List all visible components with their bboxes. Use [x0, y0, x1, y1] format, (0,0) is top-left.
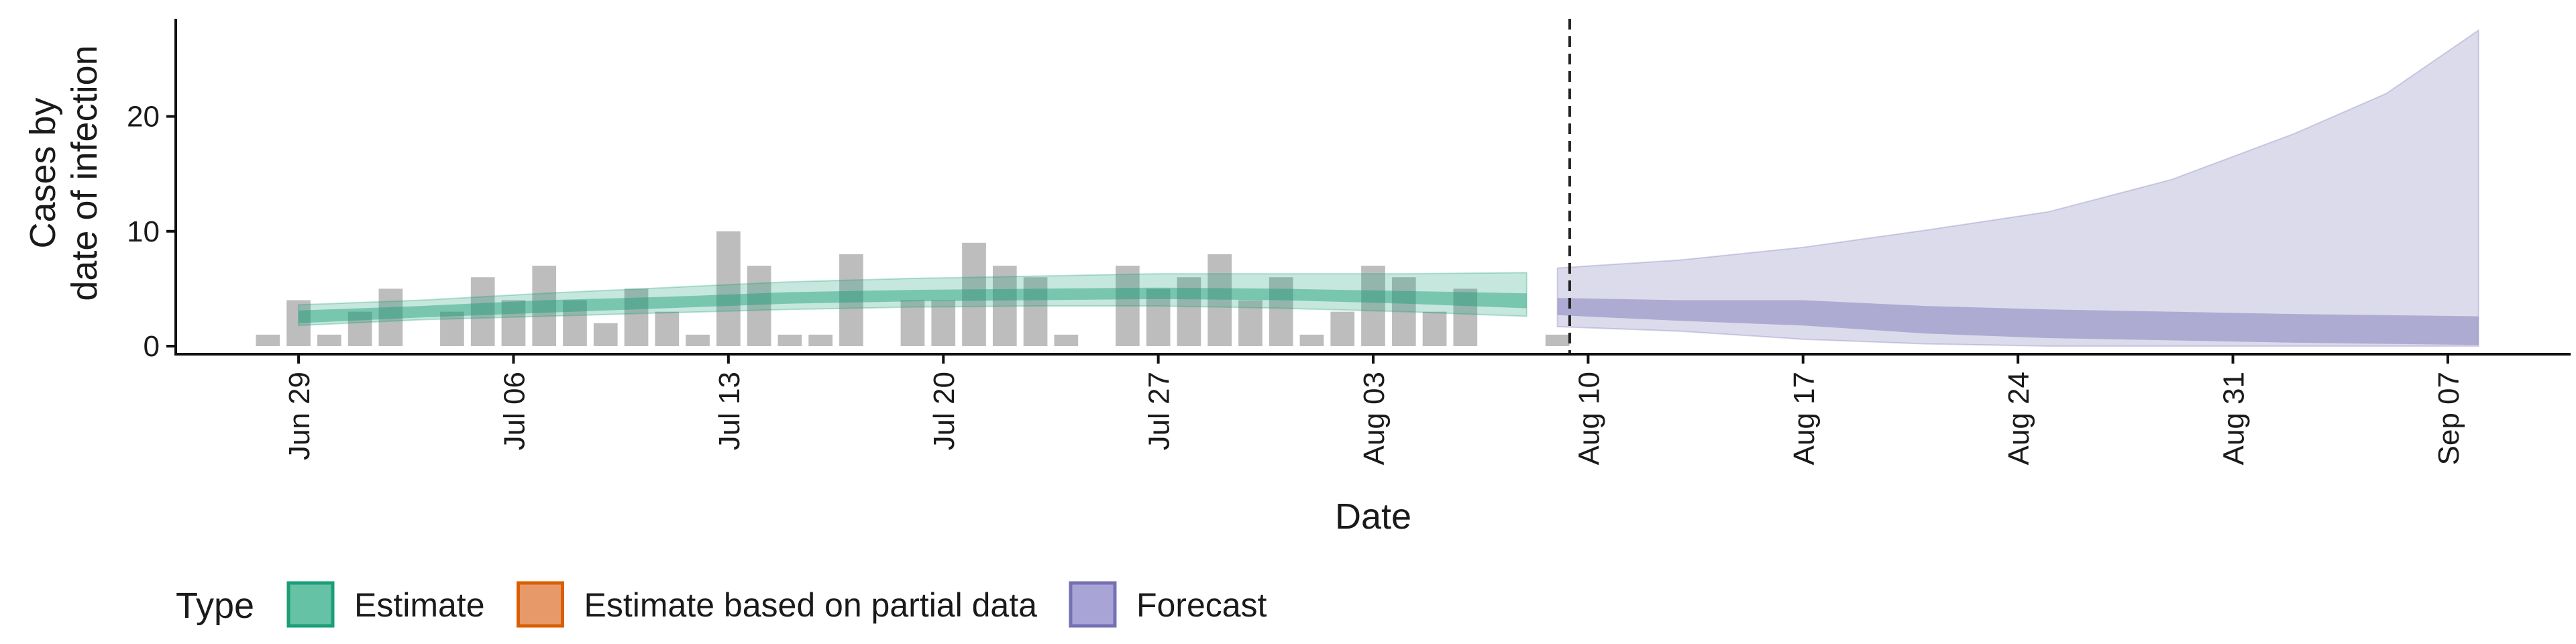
observed-bar — [900, 300, 925, 346]
observed-bar — [624, 288, 649, 346]
observed-bar — [1391, 277, 1416, 346]
observed-bar — [1115, 266, 1140, 346]
y-axis-title-line: Cases by — [23, 97, 63, 248]
legend-label: Forecast — [1136, 586, 1267, 624]
observed-bar — [1422, 311, 1447, 346]
observed-bar — [992, 266, 1017, 346]
x-tick-label: Jul 20 — [928, 372, 961, 450]
observed-bar — [1361, 266, 1385, 346]
observed-bar — [777, 334, 802, 346]
observed-bar — [1177, 277, 1201, 346]
observed-bar — [470, 277, 495, 346]
y-axis-title-line: date of infection — [64, 45, 105, 301]
x-tick-label: Aug 03 — [1358, 372, 1391, 465]
observed-bar — [1453, 288, 1478, 346]
observed-bar — [532, 266, 557, 346]
x-tick-label: Jul 27 — [1143, 372, 1176, 450]
observed-bar — [686, 334, 710, 346]
observed-bar — [1023, 277, 1048, 346]
observed-bar — [593, 323, 618, 346]
observed-bar — [347, 311, 372, 346]
observed-bar — [286, 300, 311, 346]
observed-bar — [962, 242, 986, 346]
observed-bar — [563, 300, 587, 346]
x-tick-label: Aug 17 — [1788, 372, 1821, 465]
x-tick-label: Aug 31 — [2218, 372, 2251, 465]
observed-bar — [1238, 300, 1263, 346]
legend-key — [286, 581, 335, 628]
y-tick-label: 10 — [127, 215, 160, 248]
observed-bar — [1269, 277, 1293, 346]
y-tick-label: 20 — [127, 101, 160, 133]
legend-label: Estimate based on partial data — [584, 586, 1038, 624]
observed-bar — [1545, 334, 1570, 346]
estimate-inner-ribbon — [299, 287, 1527, 323]
observed-bar — [931, 300, 956, 346]
observed-bars — [256, 231, 1570, 346]
observed-bar — [655, 311, 680, 346]
y-axis-title: Cases bydate of infection — [23, 45, 105, 301]
observed-bar — [1299, 334, 1324, 346]
observed-bar — [1330, 311, 1355, 346]
observed-bar — [256, 334, 280, 346]
forecast-inner-ribbon — [1557, 298, 2479, 345]
observed-bar — [317, 334, 341, 346]
estimate-outer-ribbon — [298, 272, 1527, 327]
x-tick-label: Jul 06 — [498, 372, 531, 450]
x-tick-label: Aug 24 — [2002, 372, 2035, 465]
observed-bar — [747, 266, 771, 346]
forecast-outer-ribbon — [1556, 29, 2479, 347]
observed-bar — [501, 300, 526, 346]
x-tick-label: Aug 10 — [1572, 372, 1605, 465]
observed-bar — [1054, 334, 1079, 346]
legend: Type Estimate Estimate based on partial da… — [176, 581, 1267, 628]
observed-bar — [716, 231, 741, 346]
legend-label: Estimate — [354, 586, 485, 624]
forecast-series — [1556, 29, 2479, 347]
legend-key — [517, 581, 565, 628]
x-axis-title: Date — [1335, 496, 1411, 537]
observed-bar — [839, 254, 863, 346]
x-tick-label: Jun 29 — [283, 372, 316, 460]
x-tick-label: Jul 13 — [713, 372, 746, 450]
legend-title: Type — [176, 586, 254, 626]
observed-bar — [1146, 288, 1171, 346]
legend-key — [1069, 581, 1117, 628]
observed-bar — [1208, 254, 1232, 346]
observed-bar — [440, 311, 464, 346]
observed-bar — [378, 288, 403, 346]
y-tick-label: 0 — [144, 330, 160, 363]
x-tick-label: Sep 07 — [2432, 372, 2465, 465]
estimate-series — [298, 272, 1527, 327]
observed-bar — [808, 334, 833, 346]
